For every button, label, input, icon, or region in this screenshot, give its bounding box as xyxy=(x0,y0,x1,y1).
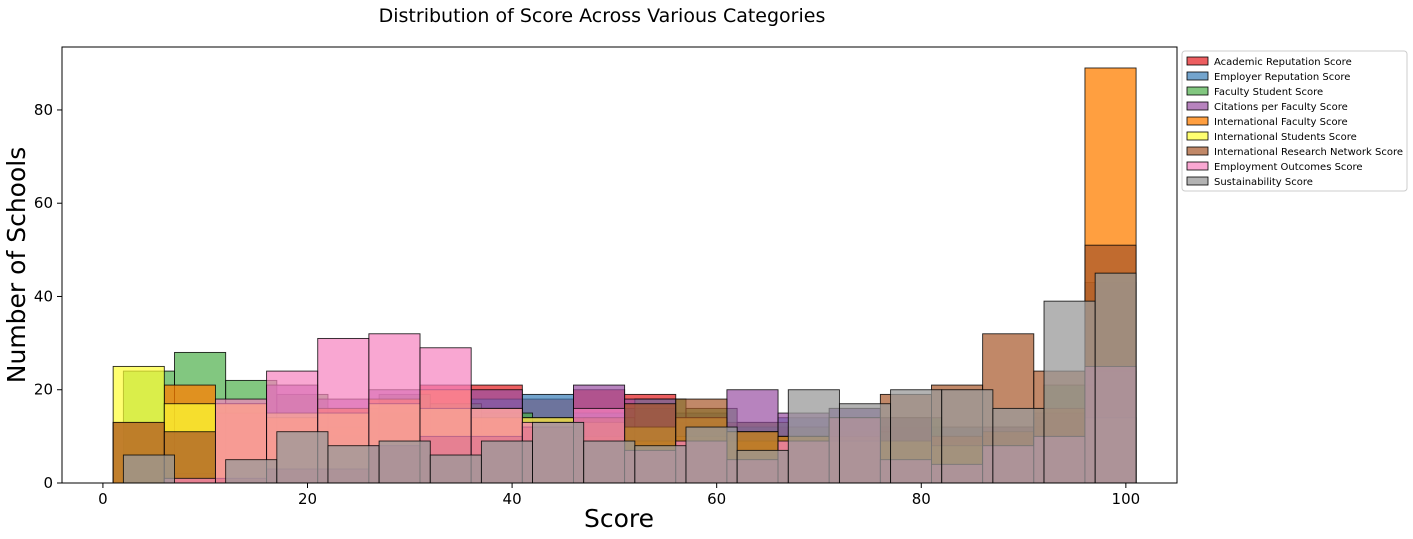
y-axis-ticks: 0 20 40 60 80 xyxy=(34,101,62,492)
x-tick-label-4: 80 xyxy=(912,490,931,508)
legend-label-7: Employment Outcomes Score xyxy=(1214,162,1363,173)
bars-layer xyxy=(112,67,1137,484)
legend-swatch-0 xyxy=(1186,56,1209,66)
legend-label-1: Employer Reputation Score xyxy=(1214,72,1350,83)
legend-label-8: Sustainability Score xyxy=(1214,177,1313,188)
legend-label-2: Faculty Student Score xyxy=(1214,87,1323,98)
bar-series-8-bin-2 xyxy=(225,459,278,484)
legend-items: Academic Reputation Score Employer Reputa… xyxy=(1186,56,1403,188)
x-axis-label: Score xyxy=(584,504,654,533)
bar-series-8-bin-0 xyxy=(122,454,175,484)
y-tick-label-3: 60 xyxy=(34,194,53,212)
legend-swatch-6 xyxy=(1186,146,1209,156)
bar-series-8-bin-14 xyxy=(838,403,892,484)
y-tick-label-1: 20 xyxy=(34,381,53,399)
legend-swatch-7 xyxy=(1186,161,1209,171)
y-tick-label-2: 40 xyxy=(34,287,53,305)
legend-label-4: International Faculty Score xyxy=(1214,117,1348,128)
bar-series-8-bin-19 xyxy=(1094,272,1137,484)
bar-series-8-bin-16 xyxy=(941,389,994,484)
x-tick-label-5: 100 xyxy=(1112,490,1141,508)
legend-swatch-8 xyxy=(1186,176,1209,186)
bar-series-8-bin-17 xyxy=(992,407,1045,484)
legend-swatch-3 xyxy=(1186,101,1209,111)
bar-series-8-bin-12 xyxy=(736,449,789,484)
plot-frame xyxy=(61,46,1178,484)
legend-label-3: Citations per Faculty Score xyxy=(1214,102,1348,113)
y-tick-label-4: 80 xyxy=(34,101,53,119)
legend-label-0: Academic Reputation Score xyxy=(1214,57,1352,68)
x-tick-label-2: 40 xyxy=(503,490,522,508)
series-8 xyxy=(122,272,1137,484)
legend: Academic Reputation Score Employer Reputa… xyxy=(1181,50,1408,192)
x-tick-label-1: 20 xyxy=(298,490,317,508)
legend-label-5: International Students Score xyxy=(1214,132,1357,143)
bar-series-8-bin-8 xyxy=(532,421,585,484)
legend-swatch-5 xyxy=(1186,131,1209,141)
bar-series-8-bin-11 xyxy=(685,426,738,484)
bar-series-8-bin-9 xyxy=(583,440,636,484)
y-tick-label-0: 0 xyxy=(43,474,53,492)
legend-frame xyxy=(1181,50,1408,192)
bar-series-8-bin-5 xyxy=(378,440,431,484)
bar-series-8-bin-3 xyxy=(276,431,329,484)
legend-swatch-1 xyxy=(1186,71,1209,81)
x-axis-ticks: 0 20 40 60 80 100 xyxy=(98,483,1140,508)
bar-series-8-bin-10 xyxy=(634,445,687,484)
legend-swatch-4 xyxy=(1186,116,1209,126)
bar-series-8-bin-6 xyxy=(429,454,482,484)
x-tick-label-3: 60 xyxy=(707,490,726,508)
bar-series-8-bin-7 xyxy=(480,440,533,484)
bar-series-8-bin-15 xyxy=(890,389,943,484)
legend-swatch-2 xyxy=(1186,86,1209,96)
legend-label-6: International Research Network Score xyxy=(1214,147,1403,158)
bar-series-8-bin-13 xyxy=(787,389,840,484)
y-axis-label: Number of Schools xyxy=(2,147,31,383)
bar-series-8-bin-4 xyxy=(327,445,380,484)
x-tick-label-0: 0 xyxy=(98,490,108,508)
bar-series-8-bin-18 xyxy=(1043,300,1096,484)
chart-title: Distribution of Score Across Various Cat… xyxy=(379,5,826,27)
